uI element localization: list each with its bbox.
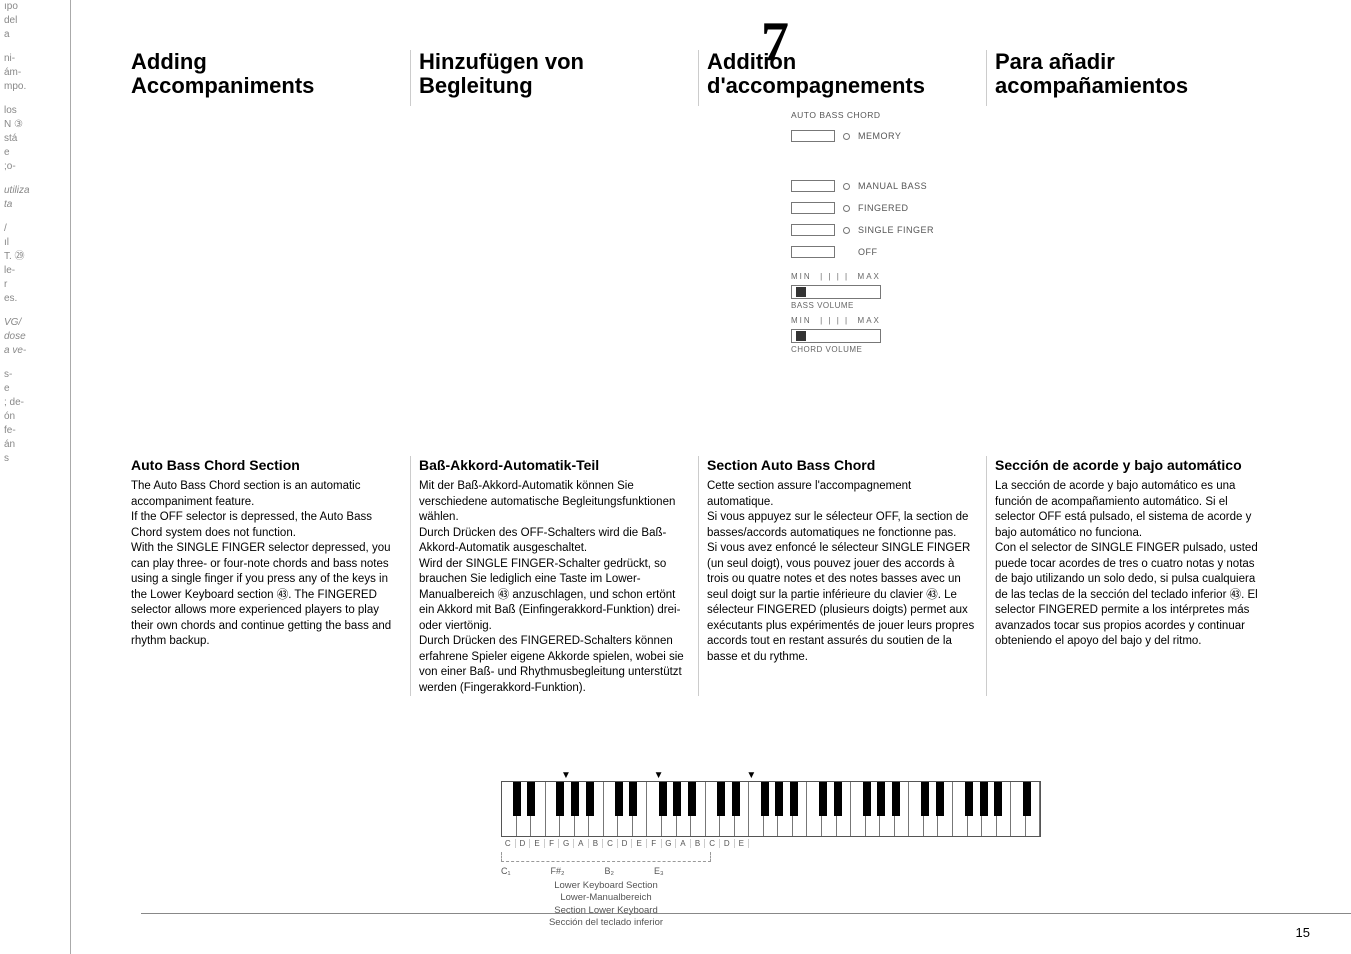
control-header: AUTO BASS CHORD <box>791 110 934 120</box>
subheading: Sección de acorde y bajo automático <box>995 456 1265 475</box>
triangle-markers-icon: ▼ ▼ ▼ <box>561 770 1041 781</box>
button-icon <box>791 130 835 142</box>
heading-row: Adding Accompaniments Hinzufügen von Beg… <box>71 0 1320 106</box>
button-icon <box>791 246 835 258</box>
control-label: SINGLE FINGER <box>858 225 934 235</box>
body-text: Cette section assure l'accompagnement au… <box>707 479 976 665</box>
led-icon <box>843 205 850 212</box>
control-memory: MEMORY <box>791 130 934 142</box>
heading-de: Hinzufügen von Begleitung <box>419 50 688 98</box>
button-icon <box>791 224 835 236</box>
page-number: 15 <box>1296 925 1310 940</box>
manual-page: 7 Adding Accompaniments Hinzufügen von B… <box>70 0 1330 954</box>
heading-en: Adding Accompaniments <box>131 50 400 98</box>
heading-es: Para añadir acompañamientos <box>995 50 1265 98</box>
control-fingered: FINGERED <box>791 202 934 214</box>
left-page-cutoff: ıpo del a ni- ám- mpo. los N ③ stá e ;o-… <box>0 0 60 954</box>
subheading: Section Auto Bass Chord <box>707 456 976 475</box>
led-icon <box>843 133 850 140</box>
slider-bass-volume: MIN | | | | MAX BASS VOLUME <box>791 272 934 310</box>
body-de: Baß-Akkord-Automatik-Teil Mit der Baß-Ak… <box>419 456 699 696</box>
control-label: FINGERED <box>858 203 909 213</box>
body-text: The Auto Bass Chord section is an automa… <box>131 479 400 650</box>
bracket-icon <box>501 852 711 862</box>
control-label: MEMORY <box>858 131 901 141</box>
slider-knob-icon <box>796 287 806 297</box>
control-single-finger: SINGLE FINGER <box>791 224 934 236</box>
subheading: Auto Bass Chord Section <box>131 456 400 475</box>
led-icon <box>843 183 850 190</box>
control-label: OFF <box>858 247 878 257</box>
footer-rule <box>141 913 1351 914</box>
slider-caption: CHORD VOLUME <box>791 345 934 354</box>
button-icon <box>791 180 835 192</box>
keyboard-diagram: ▼ ▼ ▼ CDEFGABCDEFGABCDE C₁ F#₂ B₂ E₃ Low… <box>501 770 1041 929</box>
body-es: Sección de acorde y bajo automático La s… <box>995 456 1275 696</box>
control-manual-bass: MANUAL BASS <box>791 180 934 192</box>
body-text: La sección de acorde y bajo automático e… <box>995 479 1265 650</box>
body-en: Auto Bass Chord Section The Auto Bass Ch… <box>131 456 411 696</box>
button-icon <box>791 202 835 214</box>
control-off: OFF <box>791 246 934 258</box>
body-fr: Section Auto Bass Chord Cette section as… <box>707 456 987 696</box>
heading-fr: Addition d'accompagnements <box>707 50 976 98</box>
slider-chord-volume: MIN | | | | MAX CHORD VOLUME <box>791 316 934 354</box>
chapter-number: 7 <box>761 10 789 74</box>
keyboard-marks: C₁ F#₂ B₂ E₃ <box>501 866 1041 876</box>
key-letters: CDEFGABCDEFGABCDE <box>501 839 1041 848</box>
piano-keys-icon <box>501 781 1041 837</box>
body-text: Mit der Baß-Akkord-Automatik können Sie … <box>419 479 688 696</box>
slider-caption: BASS VOLUME <box>791 301 934 310</box>
subheading: Baß-Akkord-Automatik-Teil <box>419 456 688 475</box>
keyboard-caption: Lower Keyboard Section Lower-Manualberei… <box>501 880 711 929</box>
control-label: MANUAL BASS <box>858 181 927 191</box>
body-text-row: Auto Bass Chord Section The Auto Bass Ch… <box>71 456 1320 696</box>
slider-knob-icon <box>796 331 806 341</box>
led-icon <box>843 227 850 234</box>
control-panel-diagram: AUTO BASS CHORD MEMORY MANUAL BASS FINGE… <box>791 110 934 354</box>
